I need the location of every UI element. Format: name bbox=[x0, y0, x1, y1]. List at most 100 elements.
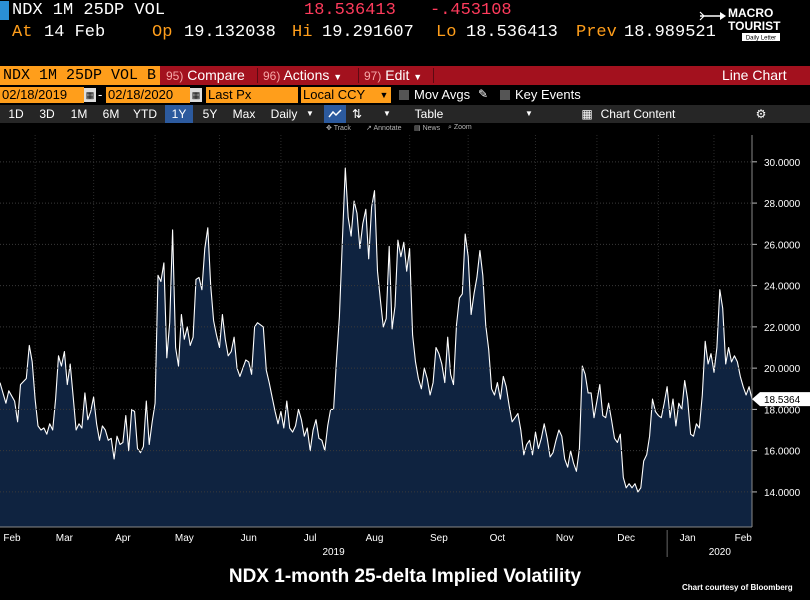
range-3d-button[interactable]: 3D bbox=[39, 107, 55, 121]
year-label: 2019 bbox=[322, 547, 345, 558]
last-value-label: 18.5364 bbox=[764, 395, 801, 406]
line-chart-icon[interactable] bbox=[324, 105, 346, 123]
date-dash: - bbox=[98, 87, 103, 102]
prev-label: Prev bbox=[576, 23, 617, 42]
open-label: Op bbox=[152, 23, 173, 42]
period-dropdown-icon[interactable]: ▼ bbox=[306, 109, 314, 118]
y-tick-label: 16.0000 bbox=[764, 447, 801, 458]
chart-content-button[interactable]: Chart Content bbox=[600, 107, 676, 121]
chart-area[interactable]: 14.0000 16.0000 18.0000 20.0000 22.0000 24.00… bbox=[0, 135, 810, 560]
annotate-tool[interactable]: ↗ Annotate bbox=[366, 125, 402, 132]
range-6m-button[interactable]: 6M bbox=[102, 107, 120, 121]
x-tick-label: Jul bbox=[304, 533, 317, 544]
compare-label: Compare bbox=[187, 67, 245, 83]
range-max-button[interactable]: Max bbox=[232, 107, 256, 121]
open-value: 19.132038 bbox=[184, 23, 276, 42]
prev-value: 18.989521 bbox=[624, 23, 716, 42]
security-field[interactable]: NDX 1M 25DP VOL B bbox=[0, 66, 160, 85]
pencil-icon[interactable]: ✎ bbox=[478, 87, 489, 101]
edit-number: 97) bbox=[364, 69, 382, 83]
table-dropdown-icon[interactable]: ▼ bbox=[525, 109, 533, 118]
menu-separator bbox=[433, 68, 434, 83]
compare-number: 95) bbox=[166, 69, 184, 83]
start-date-field[interactable]: 02/18/2019 bbox=[0, 87, 84, 103]
key-events-checkbox[interactable] bbox=[500, 90, 510, 100]
logo-line1: MACRO bbox=[728, 6, 773, 20]
high-value: 19.291607 bbox=[322, 23, 414, 42]
chart-svg[interactable]: 14.0000 16.0000 18.0000 20.0000 22.0000 24.00… bbox=[0, 135, 810, 560]
last-price: 18.536413 bbox=[304, 1, 396, 20]
news-tool[interactable]: ▤ News bbox=[414, 125, 441, 132]
compare-menu[interactable]: 95) Compare bbox=[166, 66, 245, 85]
high-label: Hi bbox=[292, 23, 313, 42]
low-label: Lo bbox=[436, 23, 457, 42]
settings-gear-icon[interactable]: ⚙ bbox=[755, 107, 767, 121]
series-line bbox=[0, 167, 753, 493]
x-tick-label: Nov bbox=[556, 533, 574, 544]
mov-avgs-checkbox[interactable] bbox=[399, 90, 409, 100]
zoom-label: Zoom bbox=[453, 124, 472, 131]
menu-separator bbox=[257, 68, 258, 83]
menu-bar: NDX 1M 25DP VOL B 95) Compare 96) Action… bbox=[0, 66, 810, 85]
logo-arrow-feather bbox=[699, 11, 705, 21]
edit-menu[interactable]: 97) Edit ▼ bbox=[364, 66, 422, 85]
range-1m-button[interactable]: 1M bbox=[70, 107, 88, 121]
x-tick-label: Apr bbox=[115, 533, 131, 544]
x-tick-label: Aug bbox=[366, 533, 384, 544]
end-calendar-icon[interactable]: ▦ bbox=[190, 88, 202, 102]
macro-tourist-logo: MACRO TOURIST Daily Letter bbox=[698, 2, 808, 48]
range-1y-button[interactable]: 1Y bbox=[165, 105, 193, 123]
year-label: 2020 bbox=[709, 547, 732, 558]
series-area bbox=[0, 168, 752, 527]
x-tick-label: Dec bbox=[617, 533, 635, 544]
edit-dropdown-icon: ▼ bbox=[413, 72, 423, 82]
y-tick-label: 28.0000 bbox=[764, 199, 801, 210]
zoom-tool[interactable]: ⌕ Zoom bbox=[448, 124, 472, 131]
field-selector[interactable]: Last Px bbox=[206, 87, 298, 103]
table-button[interactable]: Table bbox=[414, 107, 444, 121]
chart-type-dropdown-icon[interactable]: ▼ bbox=[383, 109, 391, 118]
y-tick-label: 14.0000 bbox=[764, 488, 801, 499]
y-tick-label: 22.0000 bbox=[764, 323, 801, 334]
y-tick-label: 18.0000 bbox=[764, 405, 801, 416]
start-calendar-icon[interactable]: ▦ bbox=[84, 88, 96, 102]
x-tick-label: Sep bbox=[430, 533, 448, 544]
logo-line2: TOURIST bbox=[728, 19, 781, 33]
x-tick-label: Oct bbox=[490, 533, 506, 544]
x-tick-label: Mar bbox=[56, 533, 74, 544]
view-type-label[interactable]: Line Chart bbox=[722, 67, 787, 83]
x-tick-label: May bbox=[175, 533, 194, 544]
x-tick-label: Jan bbox=[680, 533, 696, 544]
track-label: Track bbox=[333, 125, 351, 132]
chart-credit: Chart courtesy of Bloomberg bbox=[682, 583, 793, 592]
range-1d-button[interactable]: 1D bbox=[8, 107, 24, 121]
ticker-name: NDX 1M 25DP VOL bbox=[12, 1, 166, 20]
logo-tagline-box bbox=[742, 33, 780, 41]
currency-dropdown-icon[interactable]: ▼ bbox=[377, 87, 391, 103]
tools-row: ✥ Track ↗ Annotate ▤ News ⌕ Zoom bbox=[0, 124, 810, 134]
currency-selector[interactable]: Local CCY bbox=[301, 87, 377, 103]
period-selector[interactable]: Daily bbox=[270, 107, 298, 121]
range-5y-button[interactable]: 5Y bbox=[202, 107, 218, 121]
ticker-marker bbox=[0, 1, 9, 20]
bar-chart-icon[interactable]: ⇅ bbox=[351, 107, 363, 121]
end-date-field[interactable]: 02/18/2020 bbox=[106, 87, 190, 103]
stats-row: At 14 Feb Op 19.132038 Hi 19.291607 Lo 1… bbox=[0, 22, 810, 44]
menu-separator bbox=[358, 68, 359, 83]
y-tick-label: 20.0000 bbox=[764, 364, 801, 375]
chart-content-icon[interactable]: ▦ bbox=[581, 107, 593, 121]
low-value: 18.536413 bbox=[466, 23, 558, 42]
range-ytd-button[interactable]: YTD bbox=[133, 107, 157, 121]
edit-label: Edit bbox=[385, 67, 410, 83]
key-events-label: Key Events bbox=[515, 87, 581, 102]
range-bar: 1D 3D 1M 6M YTD 1Y 5Y Max Daily ▼ ⇅ ▼ Ta… bbox=[0, 105, 810, 123]
x-tick-label: Feb bbox=[3, 533, 21, 544]
chart-caption: NDX 1-month 25-delta Implied Volatility bbox=[228, 566, 582, 587]
actions-label: Actions bbox=[283, 67, 330, 83]
x-tick-label: Feb bbox=[735, 533, 753, 544]
logo-graphic: MACRO TOURIST Daily Letter bbox=[699, 6, 781, 42]
ticker-row: NDX 1M 25DP VOL 18.536413 -.453108 bbox=[0, 0, 810, 22]
actions-menu[interactable]: 96) Actions ▼ bbox=[263, 66, 342, 85]
news-label: News bbox=[422, 125, 441, 132]
track-tool[interactable]: ✥ Track bbox=[326, 125, 351, 132]
